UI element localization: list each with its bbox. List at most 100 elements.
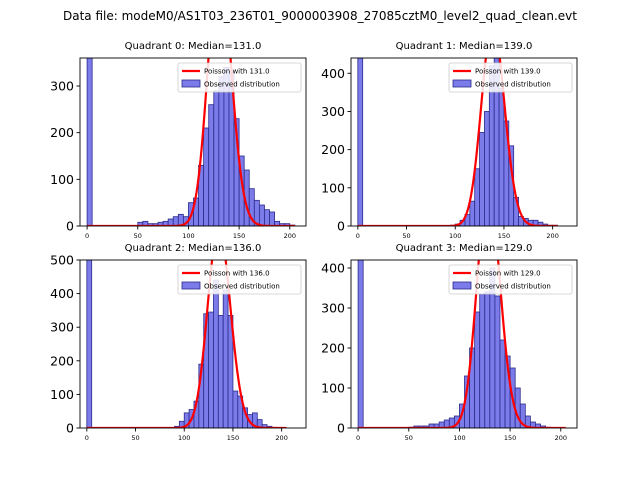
x-tick-label: 0 <box>85 434 89 442</box>
histogram-bar <box>203 127 210 226</box>
histogram-bar <box>499 339 506 428</box>
histogram-bar <box>479 293 486 428</box>
poisson-fit-line <box>357 58 558 226</box>
quadrant-0-panel: 0 100 200 300 0 50 100 150 200 Quadrant 0: Median… <box>50 41 307 240</box>
legend-box <box>448 62 573 93</box>
x-tick-label: 50 <box>405 434 413 442</box>
histogram-bar <box>474 311 481 428</box>
x-tick-label: 200 <box>555 434 567 442</box>
legend-box <box>177 62 302 93</box>
y-tick-label: 300 <box>50 320 74 335</box>
histogram-bar <box>208 311 214 428</box>
histogram-bar <box>232 390 239 428</box>
quadrant-title: Quadrant 2: Median=136.0 <box>125 243 262 254</box>
histogram-bar <box>222 289 229 428</box>
y-tick-label: 200 <box>321 142 345 157</box>
histogram-bar <box>256 419 263 428</box>
histogram-bar <box>484 291 491 428</box>
y-tick-label: 400 <box>321 261 345 276</box>
legend-label-observed: Observed distribution <box>204 81 280 89</box>
histogram-bar <box>357 260 364 428</box>
y-tick-label: 500 <box>50 253 74 268</box>
histogram-bar <box>172 216 179 226</box>
x-tick-label: 100 <box>178 434 190 442</box>
y-tick-label: 0 <box>66 219 74 234</box>
quadrant-title: Quadrant 3: Median=129.0 <box>396 243 533 254</box>
x-tick-label: 150 <box>504 434 516 442</box>
y-tick-label: 200 <box>50 353 74 368</box>
quadrant-1-panel: 0 100 200 300 400 0 50 100 150 200 Quadrant 1: Med… <box>321 41 578 240</box>
legend-box <box>177 264 302 295</box>
axes-frame <box>79 57 307 227</box>
legend: Poisson with 129.0 Observed distribution <box>448 264 573 295</box>
axes-frame <box>350 57 578 227</box>
histogram-bar <box>494 295 501 428</box>
histogram-bar <box>213 90 220 226</box>
histogram-bar <box>213 279 219 428</box>
histogram-bar <box>264 209 270 226</box>
y-tick-label: 400 <box>321 66 345 81</box>
x-tick-label: 0 <box>85 232 89 240</box>
x-tick-label: 200 <box>546 232 558 240</box>
x-tick-label: 0 <box>356 434 360 442</box>
figure-title: Data file: modeM0/AS1T03_236T01_90000039… <box>63 9 577 23</box>
legend-label-poisson: Poisson with 129.0 <box>475 270 541 278</box>
x-tick-label: 50 <box>134 232 142 240</box>
histogram-bar <box>86 58 93 226</box>
histogram-bar <box>484 111 490 226</box>
axes-frame <box>79 259 307 429</box>
histogram-bar <box>498 88 505 226</box>
histogram-bar <box>357 58 364 226</box>
quadrant-2-panel: 0 100 200 300 400 500 0 50 100 150 200 Quadrant 2: … <box>50 243 307 442</box>
y-tick-label: 300 <box>50 79 74 94</box>
legend: Poisson with 131.0 Observed distribution <box>177 62 302 93</box>
legend-bar-swatch <box>181 281 201 290</box>
histogram-bar <box>86 260 93 428</box>
histogram-bar <box>469 200 476 226</box>
quadrant-3-panel: 0 100 200 300 400 0 50 100 150 200 Quadrant 3: Med… <box>321 243 578 442</box>
legend-box <box>448 264 573 295</box>
y-tick-label: 100 <box>50 172 74 187</box>
x-tick-label: 200 <box>284 232 296 240</box>
histogram-bar <box>269 211 275 226</box>
legend-label-observed: Observed distribution <box>475 283 551 291</box>
legend-label-observed: Observed distribution <box>204 283 280 291</box>
y-tick-label: 300 <box>321 104 345 119</box>
y-tick-label: 0 <box>66 421 74 436</box>
x-tick-label: 150 <box>227 434 239 442</box>
histogram-bar <box>217 315 224 428</box>
legend-label-poisson: Poisson with 131.0 <box>204 68 270 76</box>
x-tick-label: 150 <box>233 232 245 240</box>
plot-area <box>86 260 287 428</box>
legend: Poisson with 136.0 Observed distribution <box>177 264 302 295</box>
x-tick-label: 100 <box>453 434 465 442</box>
legend-label-poisson: Poisson with 136.0 <box>204 270 270 278</box>
legend-bar-swatch <box>452 79 472 88</box>
histogram-bar <box>208 104 215 226</box>
y-tick-label: 200 <box>321 341 345 356</box>
x-tick-label: 50 <box>402 232 410 240</box>
y-tick-label: 0 <box>337 219 345 234</box>
poisson-fit-line <box>86 260 287 428</box>
x-tick-label: 150 <box>498 232 510 240</box>
y-tick-label: 100 <box>50 387 74 402</box>
histogram-bar <box>479 132 485 226</box>
y-tick-label: 100 <box>321 381 345 396</box>
x-tick-label: 100 <box>182 232 194 240</box>
x-tick-label: 50 <box>131 434 139 442</box>
plot-area <box>86 58 296 226</box>
y-tick-label: 0 <box>337 421 345 436</box>
legend-bar-swatch <box>181 79 201 88</box>
x-tick-label: 200 <box>275 434 287 442</box>
histogram-bar <box>218 76 225 226</box>
histogram-bar <box>474 168 480 226</box>
legend-bar-swatch <box>452 281 472 290</box>
axes-frame <box>350 259 578 429</box>
quadrant-title: Quadrant 1: Median=139.0 <box>396 41 533 52</box>
y-tick-label: 100 <box>321 180 345 195</box>
x-tick-label: 0 <box>356 232 360 240</box>
legend: Poisson with 139.0 Observed distribution <box>448 62 573 93</box>
x-tick-label: 100 <box>449 232 461 240</box>
plot-area <box>357 260 566 428</box>
